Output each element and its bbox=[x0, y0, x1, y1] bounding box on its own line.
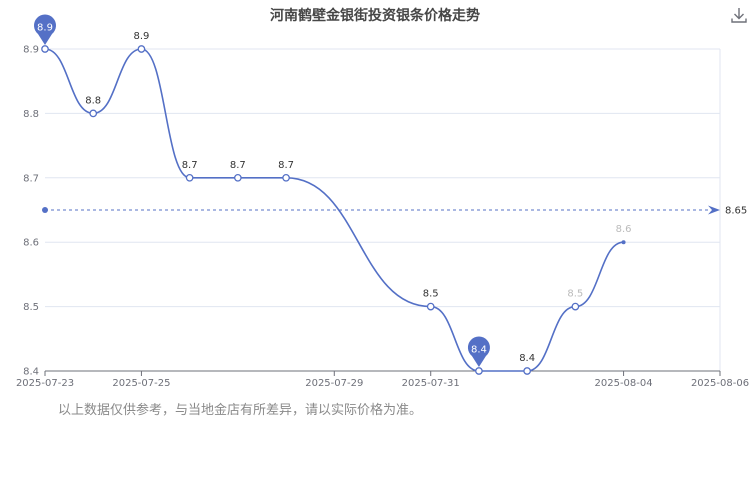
data-label: 8.7 bbox=[182, 160, 198, 171]
average-line-arrow bbox=[708, 205, 720, 215]
data-point bbox=[523, 367, 531, 375]
data-point bbox=[137, 45, 146, 53]
price-line bbox=[44, 48, 624, 372]
x-tick-label: 2025-07-29 bbox=[305, 378, 363, 389]
data-label: 8.7 bbox=[230, 160, 246, 171]
y-tick-label: 8.6 bbox=[23, 238, 39, 249]
data-point bbox=[475, 367, 483, 375]
min-pin-label: 8.4 bbox=[471, 345, 487, 356]
data-label: 8.5 bbox=[423, 289, 439, 300]
data-point bbox=[282, 173, 290, 182]
download-button[interactable] bbox=[730, 6, 748, 24]
data-label: 8.7 bbox=[278, 160, 294, 171]
y-tick-label: 8.8 bbox=[23, 109, 39, 120]
y-tick-label: 8.7 bbox=[23, 173, 39, 184]
data-label: 8.4 bbox=[519, 353, 535, 364]
disclaimer: 以上数据仅供参考，与当地金店有所差异，请以实际价格为准。 bbox=[58, 403, 423, 418]
chart-title: 河南鹤壁金银街投资银条价格走势 bbox=[270, 8, 480, 24]
data-label: 8.9 bbox=[133, 31, 149, 42]
data-point bbox=[426, 302, 435, 311]
data-label: 8.6 bbox=[616, 224, 632, 235]
line-chart: 8.4 8.5 8.6 8.7 8.8 8.9 2025-07-23 2025-07-25 20… bbox=[16, 14, 749, 389]
data-point bbox=[571, 302, 580, 311]
download-icon bbox=[731, 8, 747, 23]
data-point bbox=[89, 109, 98, 118]
data-label: 8.5 bbox=[567, 289, 583, 300]
x-tick-label: 2025-08-04 bbox=[595, 378, 653, 389]
x-tick-label: 2025-08-06 bbox=[691, 378, 749, 389]
data-point bbox=[41, 45, 49, 53]
average-line-label: 8.65 bbox=[725, 206, 747, 217]
data-point bbox=[234, 173, 242, 182]
y-tick-label: 8.4 bbox=[23, 367, 39, 378]
y-tick-label: 8.5 bbox=[23, 302, 39, 313]
max-pin-label: 8.9 bbox=[37, 23, 53, 34]
x-tick-label: 2025-07-31 bbox=[402, 378, 460, 389]
x-tick-label: 2025-07-25 bbox=[112, 378, 170, 389]
min-pin bbox=[467, 336, 490, 367]
data-label: 8.8 bbox=[85, 95, 101, 106]
data-point bbox=[621, 240, 626, 245]
data-point bbox=[185, 173, 194, 182]
x-tick-label: 2025-07-23 bbox=[16, 378, 74, 389]
max-pin bbox=[34, 14, 56, 45]
average-line-start bbox=[42, 207, 48, 213]
y-tick-label: 8.9 bbox=[23, 45, 39, 56]
